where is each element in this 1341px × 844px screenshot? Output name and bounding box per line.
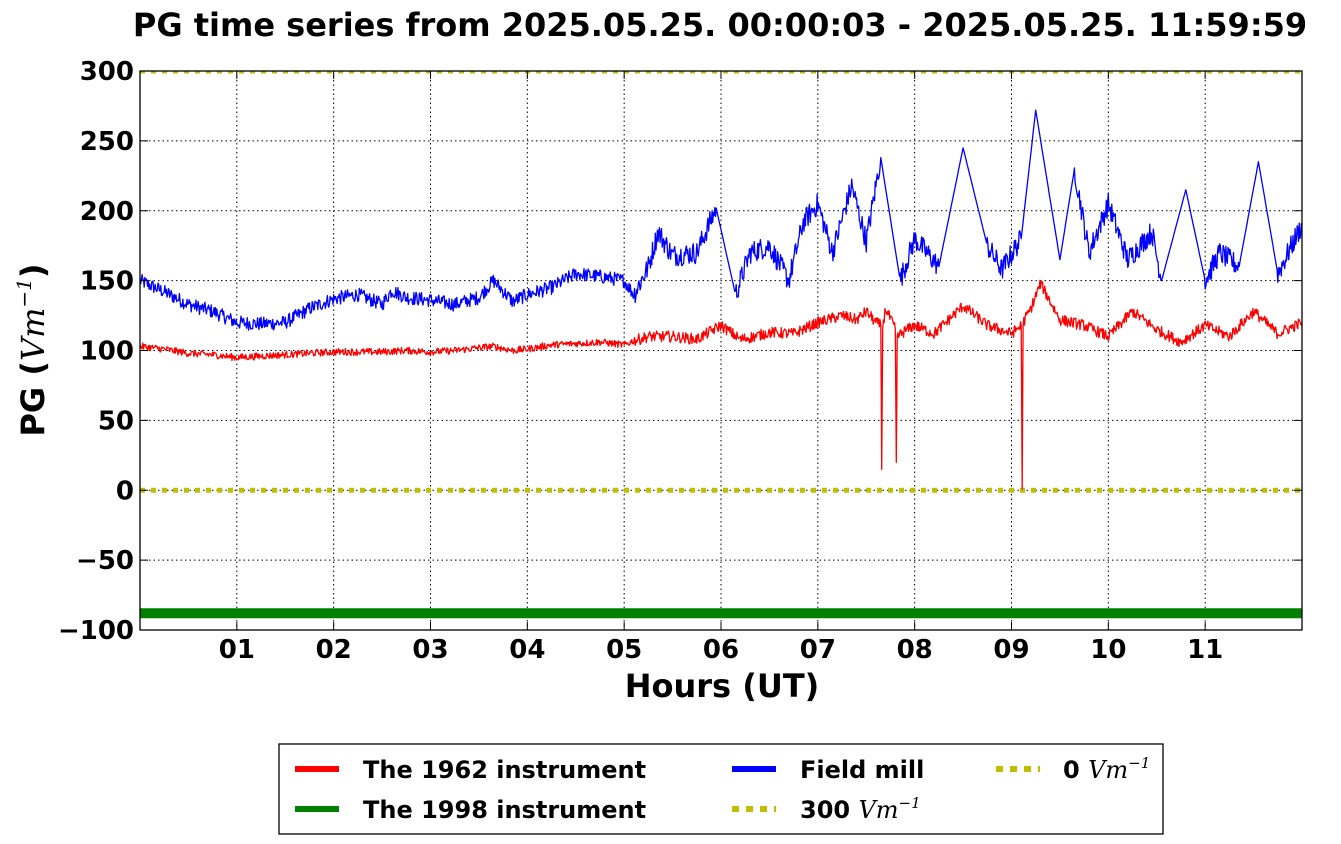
x-axis-label: Hours (UT) (625, 667, 820, 705)
series-group (140, 71, 1302, 619)
y-tick-label: 300 (80, 57, 134, 87)
series-line-1 (140, 279, 1302, 490)
x-tick-label: 07 (800, 635, 836, 665)
x-tick-label: 03 (412, 635, 448, 665)
y-tick-label: 150 (80, 267, 134, 297)
y-tick-label: −50 (76, 546, 134, 576)
x-tick-label: 08 (897, 635, 933, 665)
x-axis: 01 02 03 04 05 06 07 08 09 10 11 (219, 71, 1223, 665)
y-axis-label-exponent: −1 (12, 278, 36, 307)
x-tick-label: 10 (1090, 635, 1126, 665)
y-tick-label: 250 (80, 127, 134, 157)
legend-label: The 1962 instrument (363, 756, 646, 784)
x-tick-label: 05 (606, 635, 642, 665)
plot-area (139, 70, 1303, 631)
legend-label: 300 Vm−1 (800, 794, 921, 824)
x-tick-label: 02 (316, 635, 352, 665)
legend-label: The 1998 instrument (363, 796, 646, 824)
chart-title: PG time series from 2025.05.25. 00:00:03… (133, 6, 1307, 44)
y-tick-label: 50 (98, 406, 134, 436)
x-tick-label: 04 (509, 635, 545, 665)
y-tick-label: 0 (116, 476, 134, 506)
y-axis-label-prefix: PG ( (14, 361, 52, 436)
legend-label: 0 Vm−1 (1063, 754, 1150, 784)
x-tick-label: 11 (1187, 635, 1223, 665)
x-tick-label: 09 (993, 635, 1029, 665)
legend-label: Field mill (800, 756, 924, 784)
y-tick-label: 100 (80, 337, 134, 367)
x-tick-label: 06 (703, 635, 739, 665)
series-line-3 (140, 109, 1302, 331)
y-tick-label: −100 (58, 616, 134, 646)
y-axis-label-suffix: ) (14, 263, 52, 278)
x-tick-label: 01 (219, 635, 255, 665)
y-axis: −100 −50 0 50 100 150 200 250 300 (58, 57, 1302, 646)
legend: The 1962 instrument The 1998 instrument Fi… (278, 743, 1164, 835)
y-axis-label-unit: Vm (14, 308, 52, 361)
y-axis-label: PG (Vm−1) (12, 263, 52, 436)
legend-box (278, 743, 1164, 835)
y-tick-label: 200 (80, 197, 134, 227)
